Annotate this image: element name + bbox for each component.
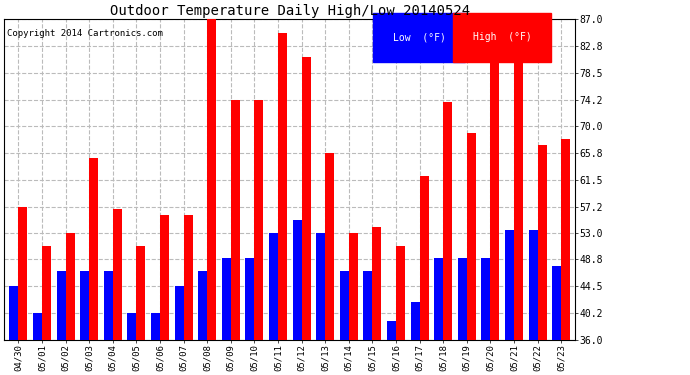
Bar <box>66 233 75 340</box>
Text: Low  (°F): Low (°F) <box>393 32 446 42</box>
Bar <box>57 271 66 340</box>
Bar <box>42 246 51 340</box>
Bar <box>339 271 348 340</box>
Bar <box>104 271 112 340</box>
Bar <box>373 227 382 340</box>
Bar <box>434 258 443 340</box>
Bar <box>467 133 476 340</box>
Bar <box>505 230 514 340</box>
Bar <box>278 33 287 340</box>
Bar <box>458 258 467 340</box>
Bar <box>293 220 302 340</box>
Bar <box>137 246 146 340</box>
Bar <box>364 271 373 340</box>
Bar <box>184 215 193 340</box>
Bar <box>198 271 207 340</box>
Title: Outdoor Temperature Daily High/Low 20140524: Outdoor Temperature Daily High/Low 20140… <box>110 4 470 18</box>
Bar <box>420 176 428 340</box>
Bar <box>151 314 160 340</box>
Bar <box>514 20 523 340</box>
Bar <box>387 321 396 340</box>
Bar <box>411 302 420 340</box>
Bar <box>316 233 325 340</box>
Bar <box>396 246 405 340</box>
Bar <box>529 230 538 340</box>
Bar <box>482 258 491 340</box>
Bar <box>246 258 255 340</box>
Bar <box>443 102 452 340</box>
Bar <box>175 286 184 340</box>
Bar <box>33 314 42 340</box>
Bar <box>160 215 169 340</box>
Bar <box>255 100 264 340</box>
Bar <box>230 100 239 340</box>
Bar <box>19 207 28 340</box>
Bar <box>10 286 19 340</box>
Bar <box>538 145 546 340</box>
Bar <box>269 233 278 340</box>
Text: Copyright 2014 Cartronics.com: Copyright 2014 Cartronics.com <box>7 29 163 38</box>
Bar <box>491 20 500 340</box>
Bar <box>325 153 334 340</box>
Bar <box>302 57 310 340</box>
Bar <box>221 258 230 340</box>
Bar <box>89 158 98 340</box>
Bar <box>112 209 121 340</box>
Bar <box>207 20 216 340</box>
Bar <box>348 233 357 340</box>
Text: High  (°F): High (°F) <box>473 32 531 42</box>
Bar <box>80 271 89 340</box>
Bar <box>561 139 570 340</box>
Bar <box>552 266 561 340</box>
Bar <box>128 314 137 340</box>
